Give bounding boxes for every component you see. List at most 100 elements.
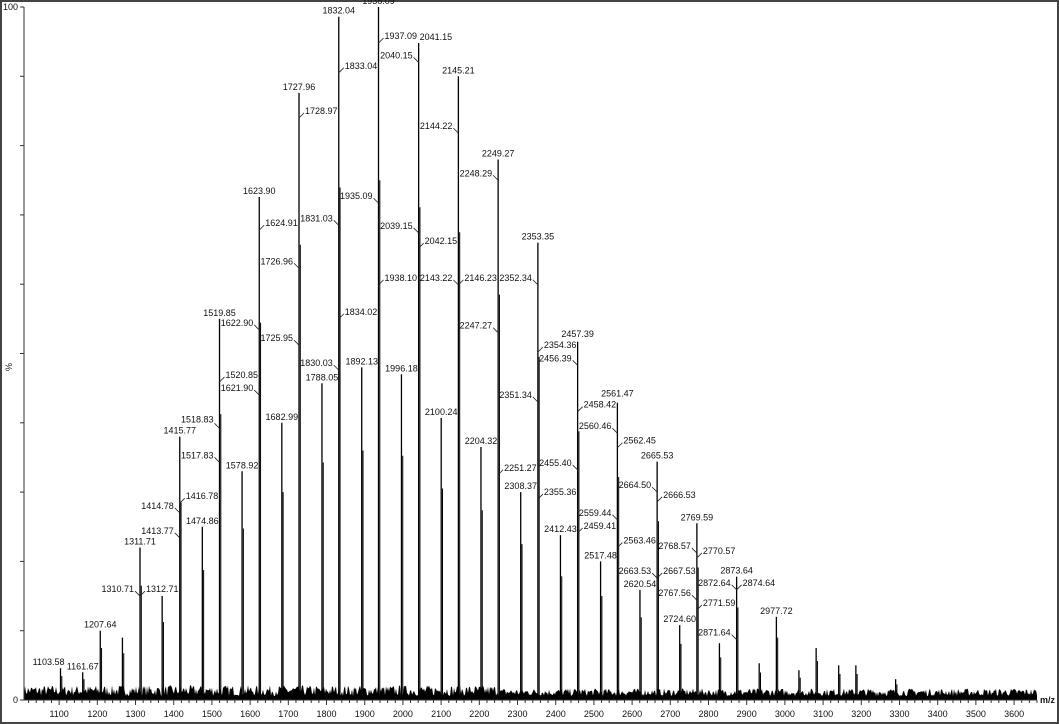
peak-label: 2100.24 [425,407,458,417]
isotope-label: 2247.27 [460,321,493,331]
isotope-label: 2040.15 [380,50,413,60]
label-leader [612,427,618,434]
isotope-label: 1725.95 [260,333,293,343]
isotope-label: 2768.57 [658,541,691,551]
x-tick-label: 1200 [87,709,107,719]
isotope-label: 2248.29 [460,168,493,178]
y-tick-label: 0 [13,695,18,705]
isotope-label: 2874.64 [743,578,776,588]
label-leader [656,496,663,503]
label-leader [731,634,737,640]
label-leader [219,376,225,383]
isotope-label: 1416.78 [186,491,219,501]
label-leader [736,584,742,591]
x-tick-label: 2200 [469,709,489,719]
x-axis-label: m/z [1040,695,1056,705]
isotope-label: 1413.77 [141,526,174,536]
peak-label: 1103.58 [33,657,65,667]
noise-trace [24,685,1037,700]
label-leader [333,220,340,226]
label-leader [418,242,424,249]
label-leader [258,224,265,231]
label-leader [532,279,539,286]
label-leader [338,313,345,320]
label-leader [453,279,459,286]
isotope-label: 2871.64 [698,628,731,638]
peak-label: 1892.13 [345,356,378,366]
label-leader [293,339,300,346]
label-leader [532,396,539,403]
isotope-label: 1517.83 [181,450,214,460]
isotope-label: 1624.91 [265,218,298,228]
peak-label: 2308.37 [504,481,537,491]
label-leader [293,262,300,269]
x-tick-label: 2500 [584,709,604,719]
isotope-label: 1622.90 [221,318,254,328]
peak-labels: 1103.58 1161.67 1207.64 1311.71 1415.77 1474.… [33,0,793,671]
label-leader [691,547,698,554]
axes: % m/z 0 100 1100 1200 1300 1400 1500 1600 1700 18… [3,2,1056,719]
isotope-label: 1938.10 [385,273,418,283]
peak-label: 2145.21 [442,65,475,75]
x-tick-label: 2600 [622,709,642,719]
label-leader [612,514,618,521]
isotope-label: 1830.03 [300,358,333,368]
label-leader [134,590,141,597]
peak-label: 1788.05 [306,372,339,382]
peak-label: 1474.86 [186,516,219,526]
x-tick-label: 2000 [393,709,413,719]
peak-label: 2412.43 [544,524,577,534]
peak-label: 2977.72 [760,606,793,616]
label-leader [691,594,698,601]
isotope-label: 2459.41 [584,521,617,531]
label-leader [656,572,663,579]
label-leader [497,469,504,476]
isotope-label: 1935.09 [340,191,373,201]
peak-label: 2620.54 [624,579,657,589]
y-tick-label: 100 [3,2,18,12]
isotope-label: 1937.09 [385,31,418,41]
x-tick-label: 2900 [737,709,757,719]
isotope-label: 2666.53 [663,490,696,500]
label-leader [696,552,703,559]
x-tick-label: 3200 [851,709,871,719]
peak-label: 2769.59 [681,512,714,522]
peak-label: 1415.77 [163,426,196,436]
label-leader [378,279,384,286]
label-leader [214,423,220,429]
peak-label: 1578.92 [226,460,259,470]
peak-label: 1936.09 [362,0,395,6]
peak-label: 2873.64 [720,566,753,576]
isotope-label: 2664.50 [619,480,652,490]
isotope-label: 2767.56 [658,588,691,598]
label-leader [174,532,181,539]
peak-label: 2204.32 [465,436,498,446]
label-leader [492,174,499,181]
isotope-label: 1728.97 [305,106,338,116]
peak-series [59,7,898,700]
peak-label: 2249.27 [482,148,515,158]
label-leader [253,389,260,396]
isotope-label: 1621.90 [221,383,254,393]
label-leader [214,457,220,463]
peak-label: 1311.71 [124,537,156,547]
label-leader [577,527,583,534]
isotope-label: 2042.15 [425,236,458,246]
x-tick-label: 1400 [164,709,184,719]
label-leader [617,542,623,548]
isotope-label: 2667.53 [663,566,696,576]
x-tick-label: 2400 [546,709,566,719]
peak-label: 1623.90 [243,186,276,196]
peak-label: 2457.39 [561,329,594,339]
baseline-noise [24,685,1037,700]
isotope-label: 1414.78 [141,501,174,511]
label-leader [453,127,459,134]
isotope-label: 1834.02 [345,307,378,317]
isotope-label: 2352.34 [499,273,532,283]
x-tick-label: 1100 [49,709,68,719]
peak-label: 2665.53 [641,451,674,461]
x-tick-label: 1900 [355,709,375,719]
